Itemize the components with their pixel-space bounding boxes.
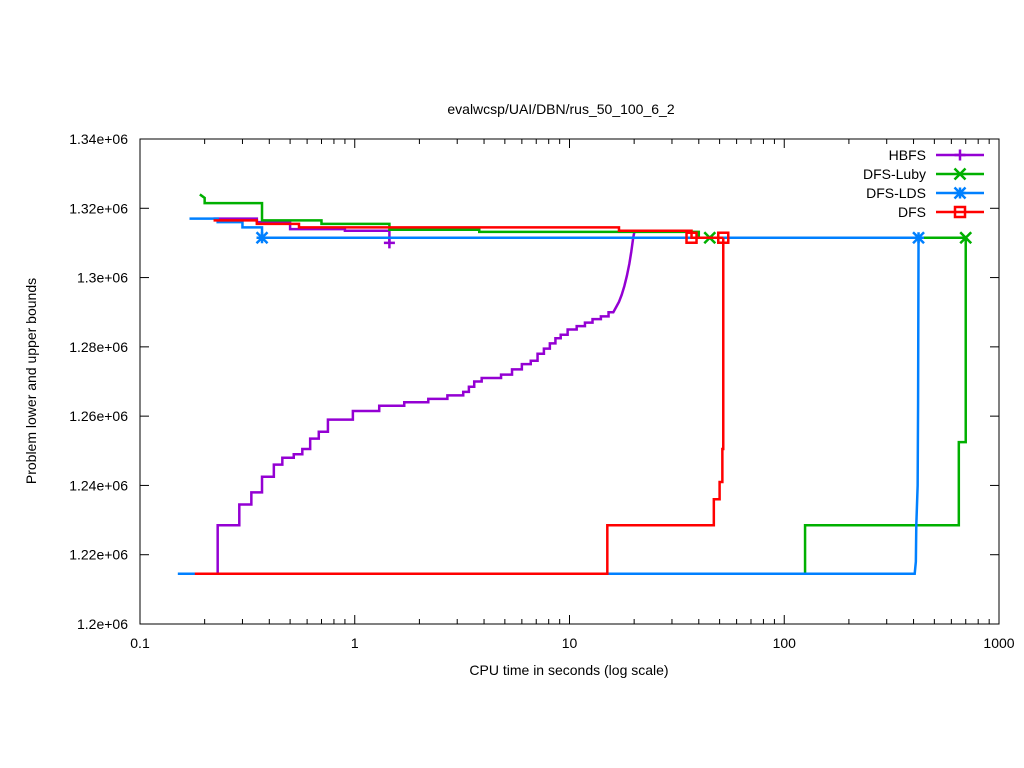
series-marker-star	[953, 186, 967, 200]
x-tick-label: 1000	[983, 635, 1014, 651]
series-marker	[912, 231, 925, 245]
legend-label-dfs-luby: DFS-Luby	[863, 166, 926, 182]
x-tick-label: 10	[562, 635, 578, 651]
x-tick-label: 100	[773, 635, 797, 651]
y-tick-label: 1.26e+06	[69, 408, 128, 424]
series-marker	[255, 231, 269, 245]
chart-title: evalwcsp/UAI/DBN/rus_50_100_6_2	[447, 101, 674, 117]
series-marker	[953, 186, 967, 200]
y-axis-label: Problem lower and upper bounds	[23, 278, 39, 484]
series-marker-square	[717, 231, 730, 244]
legend-label-hbfs: HBFS	[889, 147, 926, 163]
legend-label-dfs: DFS	[898, 204, 926, 220]
y-tick-label: 1.22e+06	[69, 547, 128, 563]
x-tick-label: 1	[351, 635, 359, 651]
series-marker-square	[953, 205, 967, 219]
y-tick-label: 1.24e+06	[69, 477, 128, 493]
series-marker-plus	[383, 237, 395, 249]
y-tick-label: 1.3e+06	[77, 270, 128, 286]
series-marker-cross	[953, 167, 967, 181]
series-marker-star	[255, 231, 269, 245]
plot-frame	[139, 138, 1000, 625]
series-dfs-lds-lower-bound	[177, 237, 920, 576]
series-dfs-lds	[177, 217, 925, 576]
chart-legend: HBFS DFS-Luby DFS-LDS DFS	[863, 147, 984, 220]
series-dfs	[194, 219, 730, 576]
legend-label-dfs-lds: DFS-LDS	[866, 185, 926, 201]
plot-series	[177, 193, 973, 576]
series-marker	[685, 231, 698, 244]
series-dfs-upper-bound	[213, 219, 724, 239]
series-dfs-lower-bound	[194, 237, 725, 576]
y-axis-ticks: 1.2e+06 1.22e+06 1.24e+06 1.26e+06 1.28e+06 1…	[69, 131, 999, 632]
series-dfs-luby-lower-bound	[192, 237, 967, 576]
series-marker-plus	[954, 149, 966, 161]
series-marker-square	[685, 231, 698, 244]
series-marker-star	[912, 231, 925, 245]
series-hbfs	[192, 217, 636, 576]
series-marker	[383, 237, 395, 249]
series-dfs-luby	[192, 193, 973, 576]
series-marker	[953, 205, 967, 219]
series-hbfs-lower-bound	[192, 230, 636, 576]
y-tick-label: 1.34e+06	[69, 131, 128, 147]
x-axis-label: CPU time in seconds (log scale)	[469, 662, 668, 678]
series-marker	[954, 149, 966, 161]
x-axis-ticks: 0.1 1 10 100 1000	[130, 139, 1015, 651]
y-tick-label: 1.32e+06	[69, 200, 128, 216]
x-tick-label: 0.1	[130, 635, 150, 651]
series-dfs-luby-upper-bound	[199, 193, 966, 239]
y-tick-label: 1.2e+06	[77, 616, 128, 632]
series-marker-cross	[959, 231, 973, 245]
series-marker	[953, 167, 967, 181]
series-marker	[959, 231, 973, 245]
y-tick-label: 1.28e+06	[69, 339, 128, 355]
series-marker	[717, 231, 730, 244]
